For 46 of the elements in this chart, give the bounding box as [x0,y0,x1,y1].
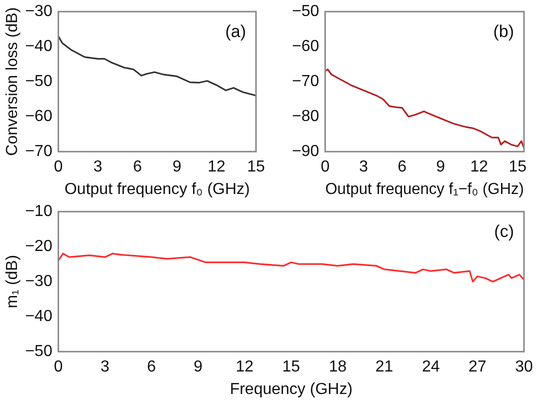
x-tick-label: 24 [422,358,440,376]
x-tick-label: 27 [468,358,486,376]
x-tick-label: 18 [328,358,347,376]
y-tick-label: −70 [292,73,320,90]
x-tick-label: 15 [508,158,527,176]
x-tick-label: 0 [54,158,63,176]
x-tick-label: 12 [208,158,226,176]
x-tick-label: 3 [100,358,110,376]
y-tick-label: −60 [25,108,52,126]
y-tick-label: −30 [25,273,52,290]
annotation: (c) [494,222,514,241]
annotation: (b) [493,22,514,41]
y-axis-title: m₁ (dB) [4,254,22,308]
x-tick-label: 15 [282,358,300,376]
y-tick-label: −50 [292,3,320,20]
y-tick-label: −40 [25,38,52,56]
y-tick-label: −30 [25,3,52,20]
x-tick-label: 6 [132,158,142,176]
x-tick-label: 3 [93,158,102,176]
y-tick-label: −80 [292,108,320,126]
x-tick-label: 0 [54,358,63,376]
y-tick-label: −40 [25,308,52,326]
y-tick-label: −60 [292,38,320,56]
x-axis-title: Output frequency f₁−f₀ (GHz) [325,180,524,198]
y-tick-label: −70 [25,143,52,160]
x-tick-label: 12 [470,158,488,176]
y-tick-label: −90 [292,143,320,160]
x-axis-title: Frequency (GHz) [230,380,353,398]
x-tick-label: 0 [320,158,330,176]
x-axis-title: Output frequency f₀ (GHz) [64,180,250,198]
x-tick-label: 9 [194,358,203,376]
x-tick-label: 15 [247,158,265,176]
y-axis-title: Conversion loss (dB) [4,7,22,156]
x-tick-label: 21 [375,358,394,376]
y-tick-label: −50 [25,73,52,90]
x-tick-label: 9 [172,158,182,176]
x-tick-label: 12 [236,358,254,376]
annotation: (a) [225,22,246,41]
x-tick-label: 9 [436,158,446,176]
x-tick-label: 3 [359,158,368,176]
x-tick-label: 6 [147,358,156,376]
y-tick-label: −10 [25,203,52,220]
x-tick-label: 30 [515,358,533,376]
x-tick-label: 6 [398,158,407,176]
y-tick-label: −50 [25,343,52,360]
y-tick-label: −20 [25,238,52,256]
